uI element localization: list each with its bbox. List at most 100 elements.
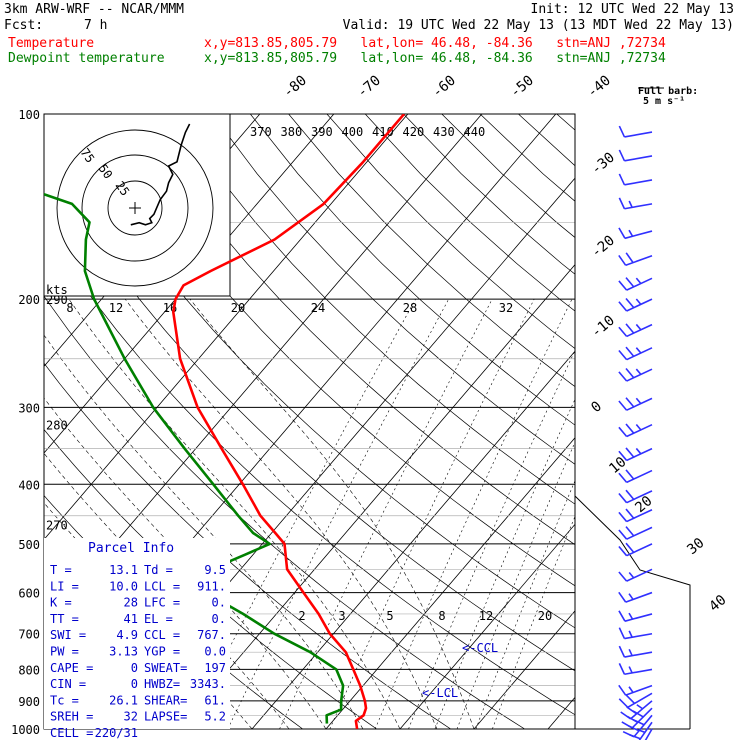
wind-barb [618, 125, 653, 138]
dry-adiabat-line [326, 114, 575, 349]
parcel-value: 10.0 [109, 579, 138, 593]
theta-label: 270 [46, 518, 68, 532]
pressure-label: 800 [18, 663, 40, 677]
mixing-ratio-labels: 8 12 16 20 24 28 322 3 5 8 12 20 [66, 301, 552, 623]
wind-barb-flag [618, 426, 628, 438]
wind-barb-flag [625, 346, 635, 357]
wind-barb-flag [628, 229, 634, 237]
wind-barb-flag [618, 492, 628, 504]
wind-barb-staff [626, 490, 653, 504]
wind-barb [618, 277, 653, 291]
dry-adiabat-line [96, 114, 575, 587]
isotherm-label: 0 [588, 398, 605, 416]
isotherm-label: -80 [280, 73, 310, 102]
wind-barb-staff [626, 347, 653, 361]
parcel-key: PW = [50, 645, 79, 659]
barb-key: Full barb:5 m s⁻¹ [638, 86, 698, 107]
wind-barb-flag [618, 371, 628, 382]
wind-barb-flag [628, 200, 633, 208]
wind-barb-flag [625, 397, 635, 408]
wind-barb-flag [625, 508, 635, 519]
wind-barb-staff [625, 591, 653, 603]
wind-barb [618, 627, 653, 640]
theta-labels: 370 380 390 400 410 420 430 440 290 280 270 [46, 125, 485, 532]
wind-barb-flag [635, 298, 642, 305]
theta-label: 390 [311, 125, 333, 139]
barb-key-title: Full barb: [638, 86, 698, 97]
wind-barb-flag [628, 571, 635, 579]
wind-barb-flag [618, 173, 626, 186]
dry-adiabat-line [58, 114, 575, 629]
wind-barb-staff [626, 447, 653, 462]
barb-key-units: 5 m s⁻¹ [643, 96, 685, 107]
wind-barb-flag [635, 397, 642, 405]
isotherm-label: -40 [584, 73, 614, 102]
dry-adiabat-line [479, 114, 575, 202]
wind-barb-staff [624, 179, 653, 186]
wind-barb-flag [618, 610, 626, 622]
pressure-tick-labels: 100 200 300 400 500 600 700 800 900 1000 [11, 108, 40, 737]
parcel-key: CCL = [144, 628, 180, 642]
wind-barb-flag [621, 721, 633, 729]
hodograph-ring-label: 50 [96, 162, 116, 182]
hodograph-ring [107, 180, 163, 236]
pressure-label: 100 [18, 108, 40, 122]
wind-barb-staff [624, 230, 653, 240]
wind-barb-flag [618, 349, 628, 361]
right-edge-outline [574, 495, 691, 730]
dry-adiabat-line [173, 114, 575, 505]
wind-barb-flag [628, 666, 633, 674]
parcel-value: 32 [124, 710, 138, 724]
parcel-key: LCL = [144, 579, 180, 593]
wind-barb-flag [635, 347, 642, 354]
forecast-label: Fcst: [4, 18, 44, 33]
pressure-label: 400 [18, 478, 40, 492]
wind-barb [618, 368, 653, 382]
wind-barb-flag [618, 571, 628, 582]
wind-barb [620, 700, 653, 720]
isotherm-label: -30 [588, 150, 618, 179]
wind-barb [618, 526, 653, 540]
isotherm-label: -20 [588, 233, 618, 262]
wind-barb-flag [620, 711, 632, 720]
wind-barb-flag [625, 368, 635, 379]
theta-label: 290 [46, 293, 68, 307]
parcel-value: 13.1 [109, 563, 138, 577]
mixing-ratio-label: 3 [338, 609, 345, 623]
pressure-label: 500 [18, 538, 40, 552]
parcel-key: CELL = [50, 726, 93, 740]
theta-label: 430 [433, 125, 455, 139]
wind-barb [644, 728, 653, 740]
theta-label: 410 [372, 125, 394, 139]
wind-barb [618, 542, 653, 557]
dry-adiabat-line [364, 114, 575, 312]
wind-barb-flag [625, 469, 635, 480]
wind-barb-flag [636, 704, 644, 710]
isotherm-label: 20 [632, 493, 655, 516]
level-annotations: <-CCL <-LCL [422, 641, 498, 700]
mixing-ratio-line [456, 441, 575, 729]
ccl-marker: <-CCL [462, 641, 498, 655]
parcel-key: LAPSE= [144, 710, 187, 724]
wind-barb-staff [638, 721, 653, 740]
wind-barb-flag [625, 526, 635, 537]
wind-barb [618, 323, 653, 338]
parcel-key: SREH = [50, 710, 93, 724]
parcel-value: 0.0 [204, 645, 226, 659]
parcel-value: 0 [131, 661, 138, 675]
theta-label: 370 [250, 125, 272, 139]
dry-adiabat-line [135, 114, 575, 546]
wind-barb-staff [624, 613, 653, 622]
wind-barb-flag [635, 323, 642, 331]
mixing-ratio-line [408, 349, 575, 729]
wind-barb-staff [626, 423, 653, 438]
parcel-value: 0. [212, 596, 226, 610]
wind-barb-flag [628, 612, 634, 620]
pressure-label: 600 [18, 587, 40, 601]
wind-barb-flag [618, 255, 627, 266]
wind-barb-staff [624, 203, 653, 210]
parcel-value: 220/31 [95, 726, 138, 740]
wind-barb [618, 568, 653, 582]
dry-adiabat-line [44, 362, 452, 729]
